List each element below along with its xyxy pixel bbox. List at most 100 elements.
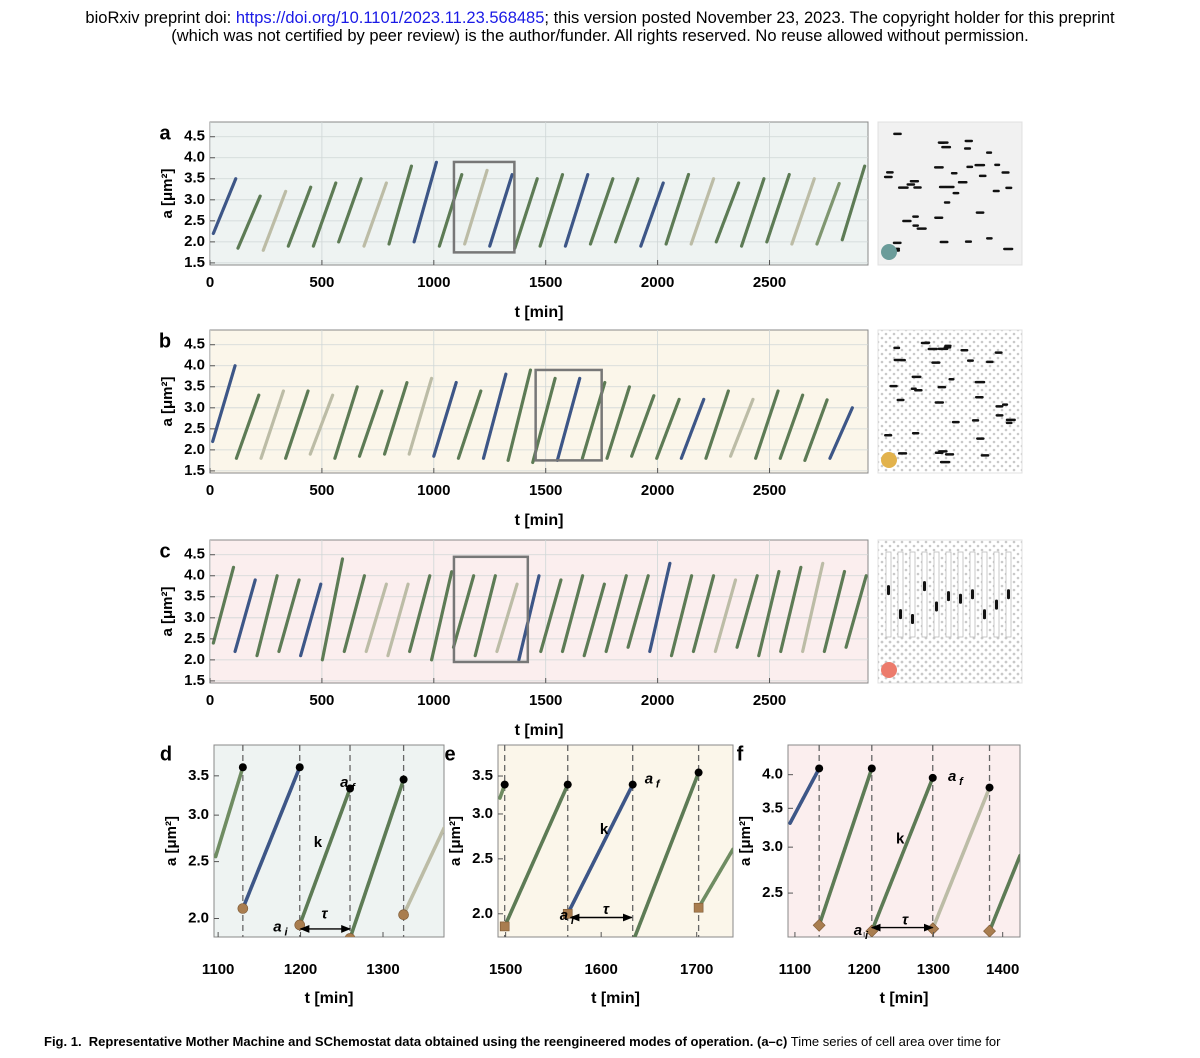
- y-tick-label: 3.5: [188, 767, 209, 784]
- cell-icon: [964, 240, 973, 243]
- growth-cycle: [320, 557, 345, 662]
- growth-cycle: [259, 389, 286, 460]
- growth-cycle: [513, 177, 539, 250]
- annotation-subscript: f: [656, 778, 661, 790]
- y-tick-label: 1.5: [184, 672, 205, 689]
- cell-icon: [937, 141, 949, 144]
- x-tick-label: 2500: [753, 274, 786, 291]
- cell-icon: [964, 139, 974, 143]
- cell-icon: [971, 589, 974, 600]
- x-tick-label: 2500: [753, 692, 786, 709]
- figure-caption: Fig. 1. Representative Mother Machine an…: [44, 1034, 1174, 1049]
- annotation: k: [314, 834, 323, 851]
- growth-cycle: [563, 172, 590, 248]
- cell-icon: [911, 431, 920, 435]
- growth-cycle: [473, 574, 497, 658]
- caption-part: (a–c): [756, 1034, 788, 1049]
- growth-cycle: [362, 181, 388, 248]
- growth-cycle: [342, 574, 367, 654]
- plot-area: [498, 745, 733, 937]
- growth-cycle: [386, 582, 410, 658]
- growth-cycle: [432, 380, 458, 458]
- channel: [981, 551, 988, 638]
- cell-icon: [978, 174, 987, 178]
- growth-cycle: [565, 782, 635, 916]
- growth-cycle: [348, 777, 406, 937]
- cell-icon: [937, 347, 949, 351]
- growth-cycle: [429, 569, 454, 662]
- x-axis-label: t [min]: [305, 990, 354, 1007]
- growth-cycle: [664, 172, 691, 246]
- annotation: a: [340, 774, 348, 791]
- annotation: a: [948, 768, 956, 785]
- x-axis-label: t [min]: [515, 722, 564, 739]
- x-tick-label: 1000: [417, 274, 450, 291]
- growth-cycle: [713, 578, 738, 654]
- y-axis-label: a [μm²]: [159, 376, 176, 426]
- cell-icon: [944, 185, 955, 189]
- cell-icon: [931, 361, 941, 364]
- growth-cycle: [822, 569, 847, 654]
- x-tick-label: 1400: [986, 961, 1019, 978]
- cell-icon: [934, 451, 944, 455]
- annotation-subscript: i: [284, 926, 288, 938]
- growth-cycle: [689, 177, 716, 246]
- growth-cycle: [790, 177, 816, 246]
- growth-cycle: [560, 574, 585, 654]
- cell-icon: [995, 414, 1004, 417]
- growth-cycle: [437, 172, 464, 248]
- cell-icon: [985, 151, 993, 154]
- growth-cycle: [502, 782, 570, 929]
- cell-icon: [889, 384, 898, 388]
- cell-icon: [957, 181, 968, 184]
- cell-icon: [966, 165, 974, 169]
- growth-cycle: [788, 766, 821, 825]
- growth-cycle: [456, 389, 483, 460]
- x-axis-label: t [min]: [515, 304, 564, 321]
- annotation: a: [854, 922, 862, 939]
- cell-icon: [960, 348, 969, 352]
- header-line: bioRxiv preprint doi: https://doi.org/10…: [0, 9, 1200, 27]
- channel: [933, 551, 940, 638]
- y-tick-label: 3.0: [472, 805, 493, 822]
- doi-link[interactable]: https://doi.org/10.1101/2023.11.23.56848…: [235, 9, 545, 27]
- cell-icon: [971, 419, 980, 422]
- cell-icon: [883, 175, 893, 179]
- initial-area-marker: [693, 902, 704, 913]
- x-tick-label: 2000: [641, 482, 674, 499]
- growth-cycle: [582, 582, 606, 658]
- preprint-header: bioRxiv preprint doi: https://doi.org/10…: [0, 9, 1200, 45]
- growth-cycle: [655, 397, 681, 460]
- growth-cycle: [211, 364, 237, 444]
- x-tick-label: 1200: [284, 961, 317, 978]
- cell-icon: [948, 377, 955, 381]
- y-tick-label: 4.5: [184, 128, 205, 145]
- growth-cycle: [604, 574, 628, 654]
- cell-icon: [911, 375, 922, 379]
- cell-icon: [884, 434, 893, 437]
- growth-cycle: [539, 578, 563, 654]
- x-tick-label: 1100: [202, 961, 235, 978]
- growth-cycle: [299, 582, 323, 658]
- growth-cycle: [261, 189, 288, 252]
- x-tick-label: 1600: [584, 961, 617, 978]
- growth-cycle: [735, 574, 759, 649]
- growth-cycle: [691, 574, 716, 654]
- annotation: a: [560, 907, 568, 924]
- growth-cycle: [357, 389, 384, 458]
- growth-cycle: [333, 385, 359, 460]
- growth-cycle: [987, 853, 1020, 933]
- plot-area: [214, 745, 444, 937]
- cell-icon: [923, 341, 931, 344]
- header-text: bioRxiv preprint doi:: [85, 9, 232, 27]
- y-tick-label: 2.5: [762, 884, 783, 901]
- cell-icon: [906, 183, 916, 186]
- growth-cycle: [626, 574, 650, 649]
- x-tick-label: 1500: [489, 961, 522, 978]
- cell-icon: [951, 420, 960, 424]
- growth-cycle: [930, 785, 992, 931]
- panel-letter: a: [159, 122, 171, 144]
- growth-cycle: [757, 569, 781, 658]
- final-area-marker: [500, 780, 509, 789]
- cell-icon: [974, 380, 986, 384]
